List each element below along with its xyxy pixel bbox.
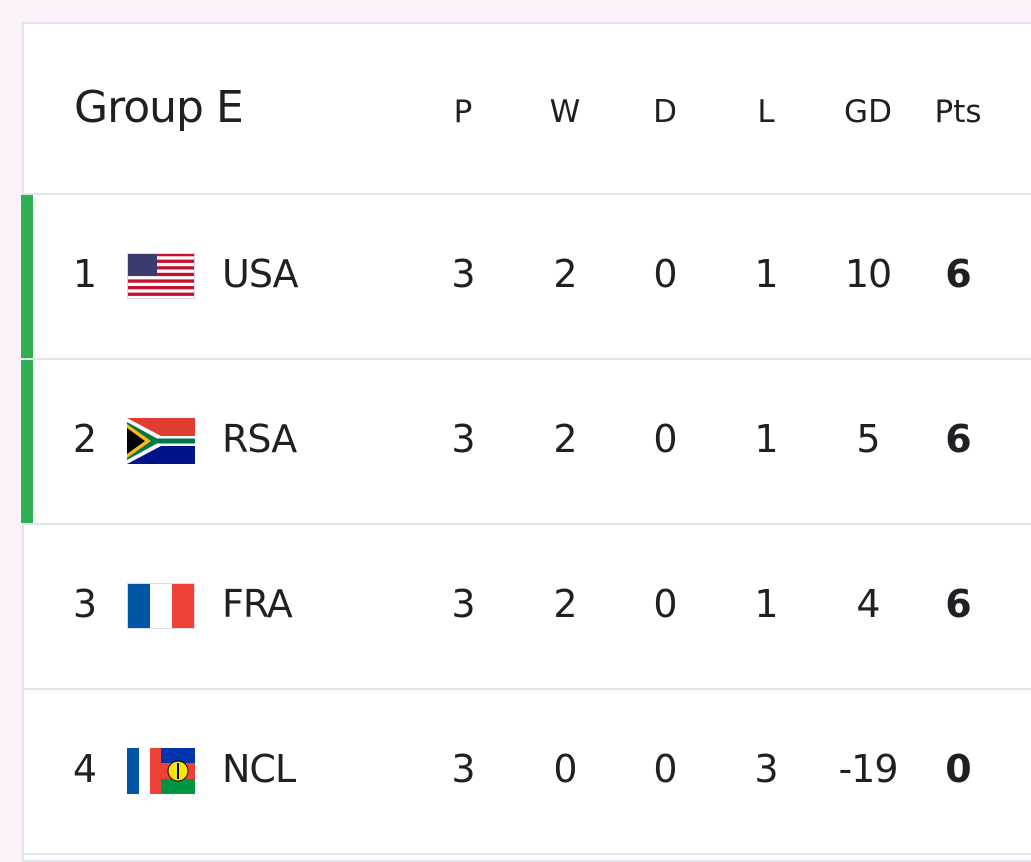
stat-cell: 3 <box>451 417 475 461</box>
stat-cell: 6 <box>945 252 971 296</box>
column-header: D <box>653 94 677 130</box>
qualification-bar <box>21 195 33 358</box>
stat-cell: 1 <box>754 252 778 296</box>
stat-cell: 0 <box>653 582 677 626</box>
rank: 3 <box>72 582 98 626</box>
stat-cell: 6 <box>945 582 971 626</box>
stat-cell: 0 <box>653 747 677 791</box>
team-flag <box>127 583 195 633</box>
team-flag <box>127 418 195 468</box>
team-row: 3 FRA 3 2 0 1 4 6 <box>24 525 1031 690</box>
team-flag <box>127 748 195 798</box>
stat-cell: 2 <box>553 417 577 461</box>
standings-table: Group E P W D L GD Pts 1 USA 3 2 0 1 10 6 2 RSA 3 2 0 1 5 6 3… <box>21 22 1031 862</box>
stat-cell: 10 <box>844 252 892 296</box>
column-header: W <box>549 94 581 130</box>
stat-cell: 1 <box>754 582 778 626</box>
group-title: Group E <box>74 82 244 133</box>
stat-cell: 4 <box>856 582 880 626</box>
column-header: L <box>757 94 775 130</box>
rank: 1 <box>72 252 98 296</box>
team-row: 4 NCL 3 0 0 3 -19 0 <box>24 690 1031 855</box>
stat-cell: 0 <box>553 747 577 791</box>
stat-cell: 0 <box>653 252 677 296</box>
stat-cell: 3 <box>754 747 778 791</box>
column-header: P <box>453 94 473 130</box>
team-name: USA <box>222 252 299 296</box>
team-row: 1 USA 3 2 0 1 10 6 <box>21 195 1031 360</box>
team-name: RSA <box>222 417 297 461</box>
stat-cell: 3 <box>451 582 475 626</box>
team-name: FRA <box>222 582 293 626</box>
stat-cell: 3 <box>451 252 475 296</box>
team-name: NCL <box>222 747 296 791</box>
stat-cell: 2 <box>553 252 577 296</box>
rank: 2 <box>72 417 98 461</box>
team-row: 2 RSA 3 2 0 1 5 6 <box>21 360 1031 525</box>
stat-cell: 1 <box>754 417 778 461</box>
stat-cell: 3 <box>451 747 475 791</box>
stat-cell: -19 <box>838 747 898 791</box>
column-header: GD <box>844 94 892 130</box>
stat-cell: 0 <box>945 747 971 791</box>
stat-cell: 5 <box>856 417 880 461</box>
team-flag <box>127 253 195 303</box>
column-header: Pts <box>934 94 982 130</box>
stat-cell: 2 <box>553 582 577 626</box>
rank: 4 <box>72 747 98 791</box>
stat-cell: 0 <box>653 417 677 461</box>
qualification-bar <box>21 360 33 523</box>
header-row: Group E P W D L GD Pts <box>24 24 1031 195</box>
stat-cell: 6 <box>945 417 971 461</box>
